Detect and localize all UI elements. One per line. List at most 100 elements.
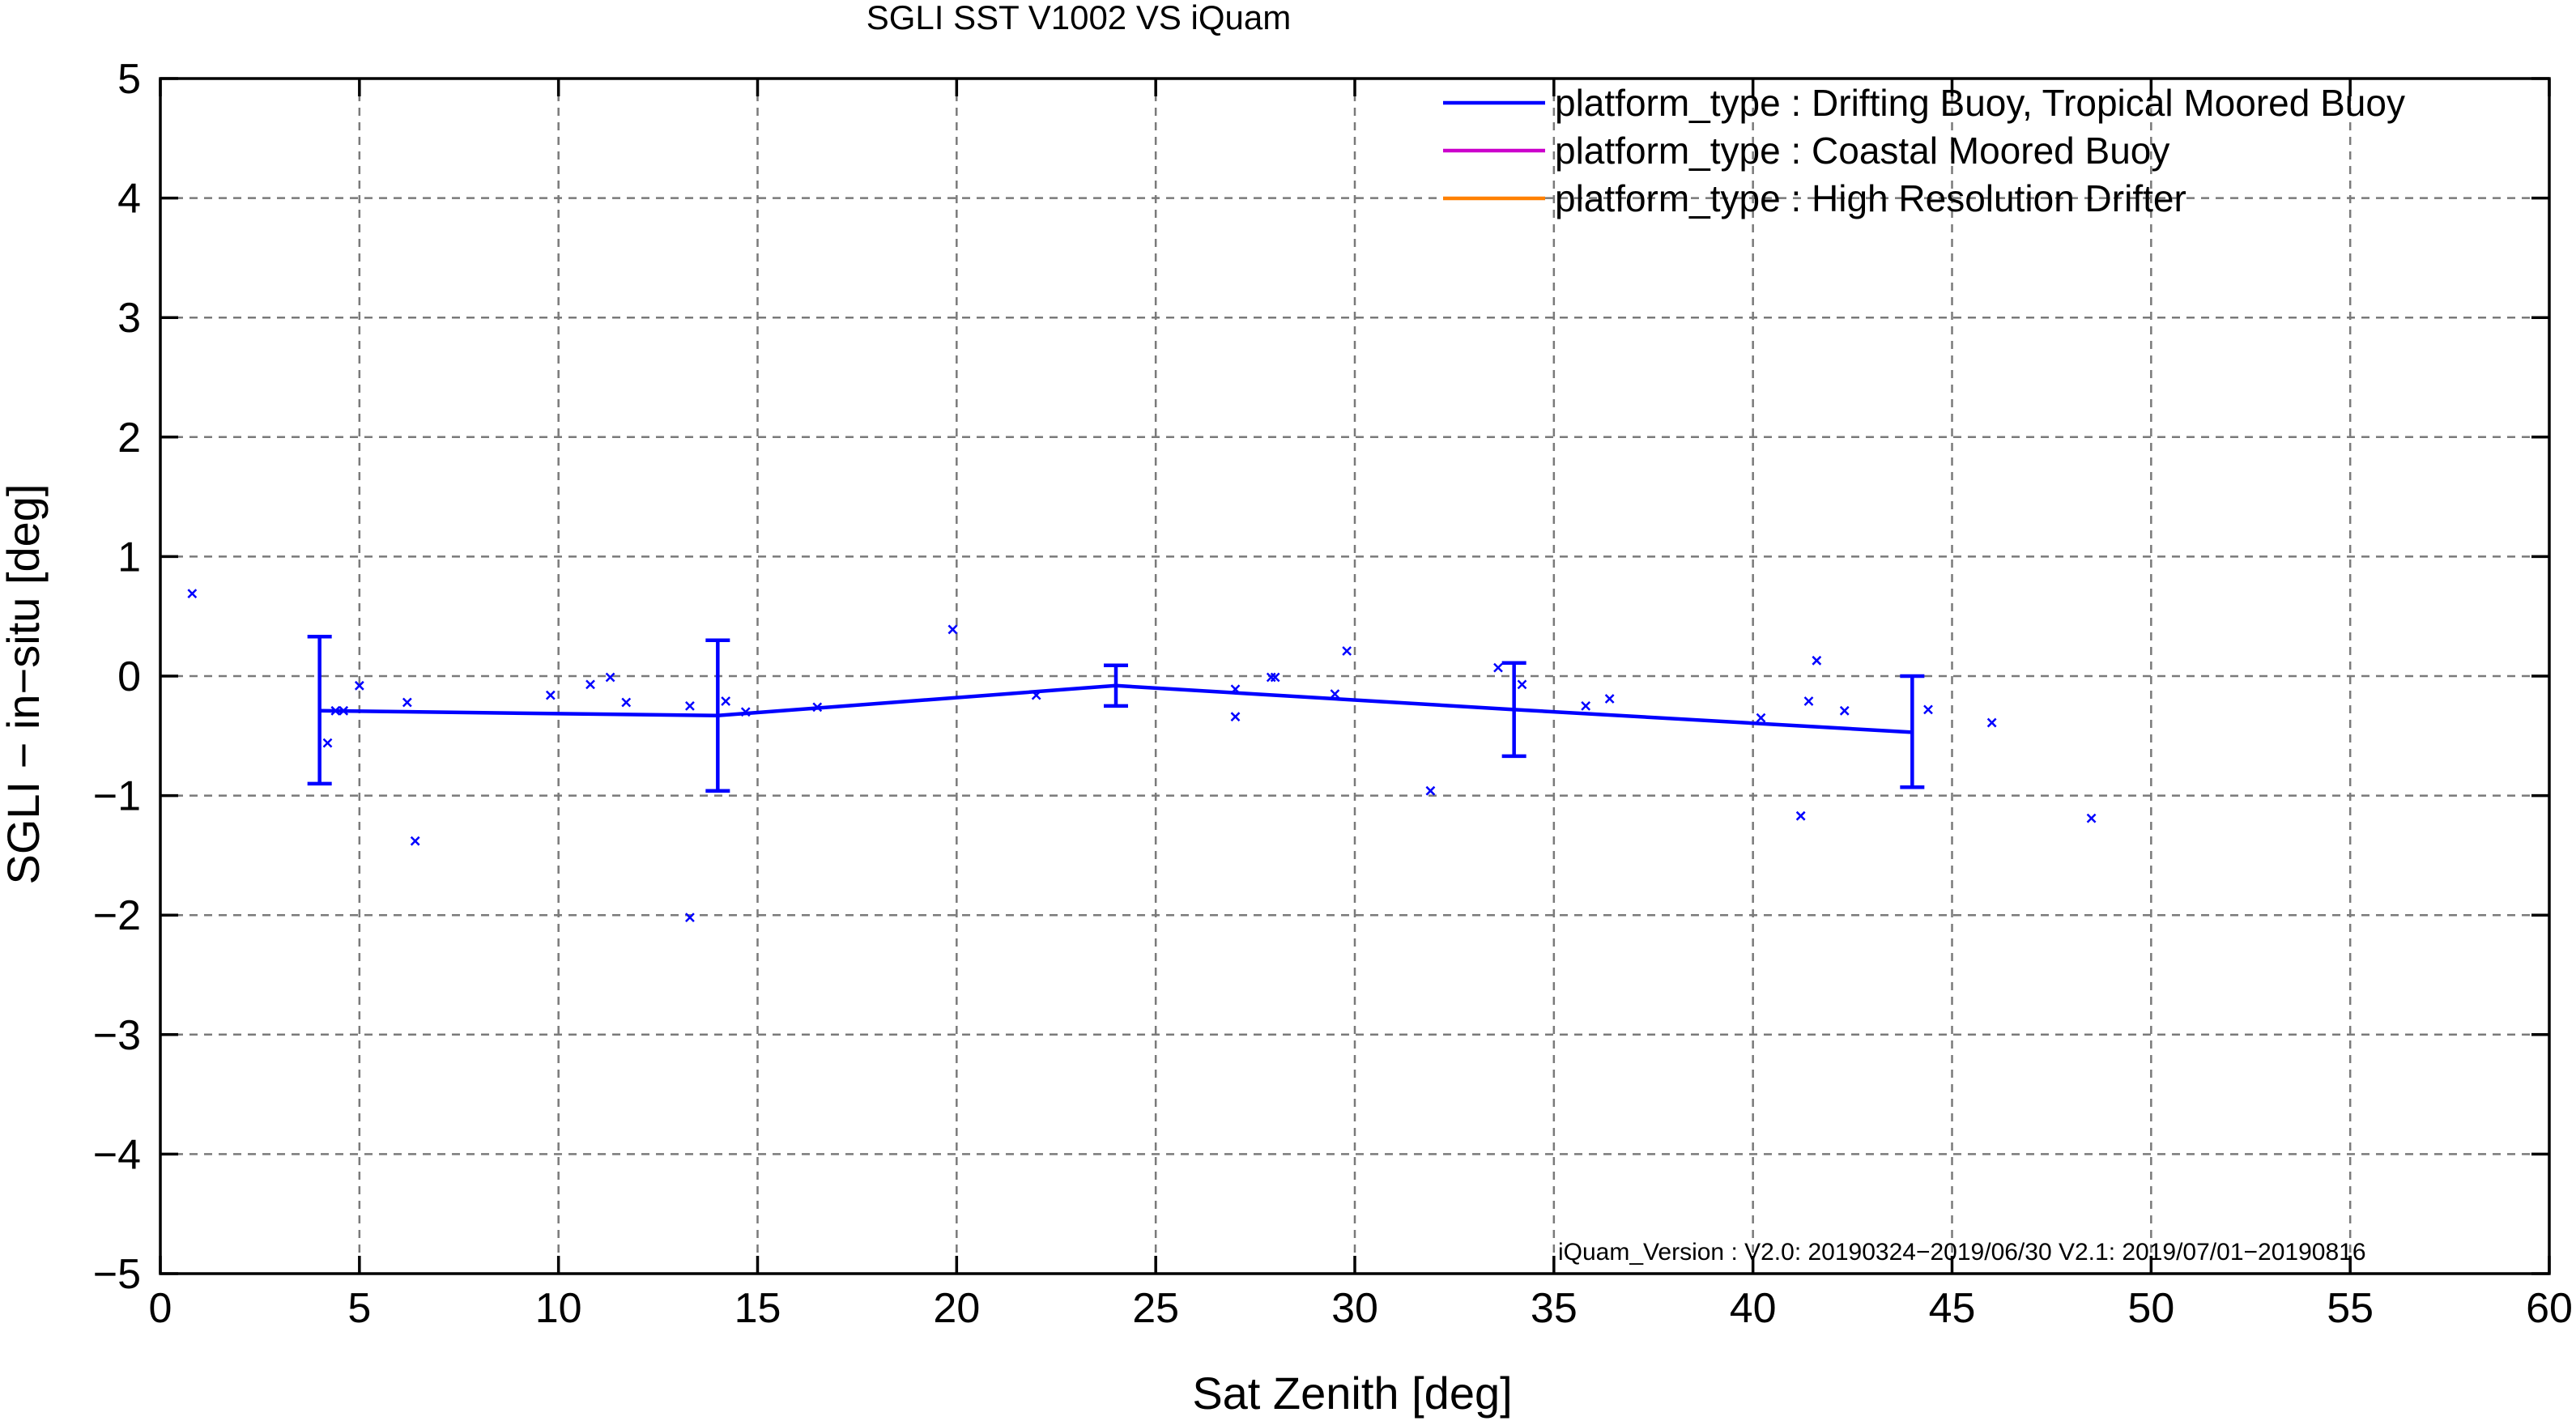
y-tick-label: 0	[117, 653, 141, 700]
scatter-point	[685, 913, 695, 923]
scatter-point	[1839, 705, 1850, 716]
x-tick-label: 15	[734, 1285, 781, 1332]
scatter-point	[1581, 701, 1591, 711]
y-tick-label: 5	[117, 56, 141, 103]
y-tick-label: −2	[93, 892, 141, 939]
scatter-point-stroke	[621, 697, 632, 708]
scatter-point-stroke	[1604, 694, 1615, 704]
plot-area	[187, 589, 2097, 923]
scatter-point-stroke	[410, 836, 420, 846]
x-tick-label: 60	[2526, 1285, 2573, 1332]
y-tick-label: −1	[93, 773, 141, 820]
x-tick-label: 45	[1929, 1285, 1976, 1332]
scatter-point-stroke	[1923, 704, 1933, 715]
scatter-point	[545, 690, 556, 700]
scatter-point	[1517, 679, 1527, 690]
scatter-point	[721, 696, 731, 706]
scatter-point	[354, 680, 364, 691]
legend-label: platform_type : Drifting Buoy, Tropical …	[1555, 82, 2405, 124]
scatter-point-stroke	[685, 913, 695, 923]
x-tick-label: 0	[149, 1285, 172, 1332]
chart-title: SGLI SST V1002 VS iQuam	[866, 0, 1292, 36]
scatter-point-stroke	[1803, 696, 1814, 706]
x-tick-label: 25	[1132, 1285, 1179, 1332]
scatter-point-stroke	[1425, 785, 1436, 796]
scatter-point-stroke	[402, 697, 412, 708]
scatter-point-stroke	[1839, 705, 1850, 716]
scatter-point-stroke	[605, 672, 615, 683]
scatter-point-stroke	[187, 589, 198, 599]
scatter-point	[1803, 696, 1814, 706]
scatter-point-stroke	[1581, 701, 1591, 711]
scatter-point-stroke	[1330, 689, 1340, 700]
error-bar	[1104, 663, 1128, 708]
legend-label: platform_type : High Resolution Drifter	[1555, 177, 2186, 219]
y-axis-label: SGLI − in−situ [deg]	[0, 484, 49, 885]
scatter-point	[605, 672, 615, 683]
scatter-point	[2086, 813, 2097, 823]
scatter-point	[322, 738, 333, 748]
scatter-point	[1425, 785, 1436, 796]
scatter-point-stroke	[1756, 713, 1766, 723]
scatter-point	[1812, 655, 1822, 666]
x-tick-label: 35	[1531, 1285, 1578, 1332]
y-tick-label: 2	[117, 415, 141, 462]
x-tick-label: 55	[2327, 1285, 2374, 1332]
scatter-point	[585, 679, 595, 690]
x-tick-label: 20	[933, 1285, 980, 1332]
scatter-point	[1756, 713, 1766, 723]
scatter-point	[410, 836, 420, 846]
x-tick-label: 30	[1331, 1285, 1378, 1332]
error-bar	[1501, 661, 1526, 759]
scatter-point-stroke	[1986, 717, 1997, 728]
grid	[160, 79, 2549, 1274]
scatter-point	[187, 589, 198, 599]
scatter-point	[1270, 672, 1280, 683]
y-tick-label: −5	[93, 1251, 141, 1298]
scatter-point-stroke	[721, 696, 731, 706]
scatter-point	[1604, 694, 1615, 704]
scatter-point	[1342, 646, 1352, 656]
scatter-point-stroke	[545, 690, 556, 700]
version-annotation: iQuam_Version : V2.0: 20190324−2019/06/3…	[1558, 1239, 2366, 1266]
scatter-point-stroke	[2086, 813, 2097, 823]
scatter-point-stroke	[585, 679, 595, 690]
scatter-point-stroke	[947, 624, 958, 635]
y-tick-label: −4	[93, 1131, 141, 1178]
y-tick-label: 1	[117, 534, 141, 581]
scatter-point-stroke	[1493, 662, 1503, 673]
scatter-point	[402, 697, 412, 708]
error-bar	[307, 635, 332, 786]
scatter-point-stroke	[685, 701, 695, 711]
scatter-point-stroke	[1342, 646, 1352, 656]
scatter-point	[1795, 810, 1806, 821]
scatter-point	[1230, 712, 1241, 722]
y-tick-label: 4	[117, 176, 141, 223]
y-tick-label: 3	[117, 295, 141, 342]
scatter-point	[1986, 717, 1997, 728]
scatter-point-stroke	[322, 738, 333, 748]
scatter-point	[947, 624, 958, 635]
x-tick-label: 40	[1730, 1285, 1777, 1332]
scatter-point	[621, 697, 632, 708]
scatter-point	[685, 701, 695, 711]
x-tick-label: 5	[347, 1285, 371, 1332]
error-bar	[705, 638, 730, 793]
scatter-point-stroke	[1517, 679, 1527, 690]
scatter-point-stroke	[354, 680, 364, 691]
scatter-point-stroke	[1270, 672, 1280, 683]
x-tick-label: 10	[535, 1285, 582, 1332]
scatter-point-stroke	[1795, 810, 1806, 821]
scatter-point-stroke	[1230, 712, 1241, 722]
x-axis-label: Sat Zenith [deg]	[1192, 1368, 1512, 1419]
scatter-point	[1923, 704, 1933, 715]
legend-label: platform_type : Coastal Moored Buoy	[1555, 130, 2169, 172]
error-bar	[1900, 674, 1925, 789]
legend: platform_type : Drifting Buoy, Tropical …	[1443, 82, 2405, 219]
x-tick-label: 50	[2127, 1285, 2174, 1332]
scatter-point	[1330, 689, 1340, 700]
scatter-point	[1493, 662, 1503, 673]
scatter-point-stroke	[1812, 655, 1822, 666]
